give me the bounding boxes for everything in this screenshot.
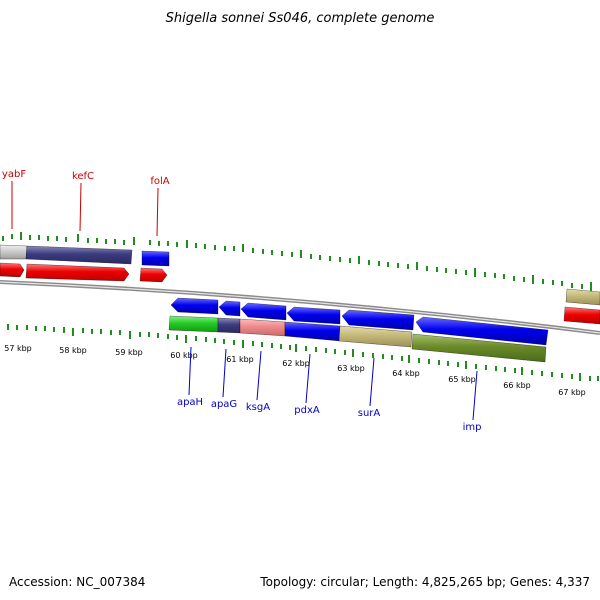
kbp-label: 62 kbp — [282, 359, 310, 368]
gene-label-apaG: apaG — [211, 399, 237, 410]
gene-ksgA-blue — [240, 302, 287, 321]
lower-tick-row — [7, 324, 599, 381]
gene-kefC-body — [25, 245, 133, 265]
gene-folA-red — [139, 267, 168, 283]
gene-label-ksgA: ksgA — [246, 402, 270, 413]
gene-label-apaH: apaH — [177, 397, 203, 408]
forward-label-leaders — [11, 181, 159, 237]
kbp-label: 59 kbp — [115, 348, 143, 357]
gene-folA-blue — [141, 250, 170, 267]
gene-label-folA: folA — [150, 176, 169, 187]
reverse-label-leaders — [188, 346, 478, 421]
accession-text: Accession: NC_007384 — [9, 575, 145, 589]
genome-summary-text: Topology: circular; Length: 4,825,265 bp… — [259, 575, 590, 589]
kbp-label: 61 kbp — [226, 355, 254, 364]
gene-left-red-1 — [0, 262, 25, 278]
gene-label-surA: surA — [358, 408, 381, 419]
reverse-strand — [168, 297, 549, 363]
gene-label-imp: imp — [463, 422, 482, 433]
gene-right-tan — [565, 288, 600, 306]
gene-label-pdxA: pdxA — [294, 405, 320, 416]
upper-tick-row — [2, 232, 592, 291]
gene-apaH-green — [168, 315, 219, 333]
gene-right-red — [563, 306, 600, 325]
gene-surA-tan — [338, 325, 413, 348]
gene-left-red-2 — [25, 263, 130, 282]
kbp-label: 66 kbp — [503, 381, 531, 390]
kbp-label: 60 kbp — [170, 351, 198, 360]
gene-label-yabF: yabF — [2, 169, 26, 180]
kbp-label: 63 kbp — [337, 364, 365, 373]
kbp-label: 58 kbp — [59, 346, 87, 355]
genome-backbone — [0, 280, 600, 335]
forward-strand — [0, 244, 600, 325]
kbp-label: 64 kbp — [392, 369, 420, 378]
kbp-scale: 57 kbp 58 kbp 59 kbp 60 kbp 61 kbp 62 kb… — [4, 344, 586, 397]
genome-title: Shigella sonnei Ss046, complete genome — [166, 11, 435, 26]
gene-pdxA-blue — [286, 306, 341, 325]
gene-label-kefC: kefC — [72, 171, 94, 182]
gene-apaG-navy — [217, 317, 241, 334]
gene-imp-blue — [415, 316, 549, 346]
gene-apaH-blue — [170, 297, 219, 315]
gene-imp-olive — [411, 333, 547, 363]
gene-pdxA-rblue — [284, 321, 341, 342]
gene-apaG-blue — [218, 300, 241, 317]
gene-yabF-grey — [0, 244, 28, 260]
gene-surA-blue — [341, 309, 415, 331]
gene-ksgA-pink — [239, 318, 286, 337]
kbp-label: 57 kbp — [4, 344, 32, 353]
kbp-label: 65 kbp — [448, 375, 476, 384]
kbp-label: 67 kbp — [558, 388, 586, 397]
